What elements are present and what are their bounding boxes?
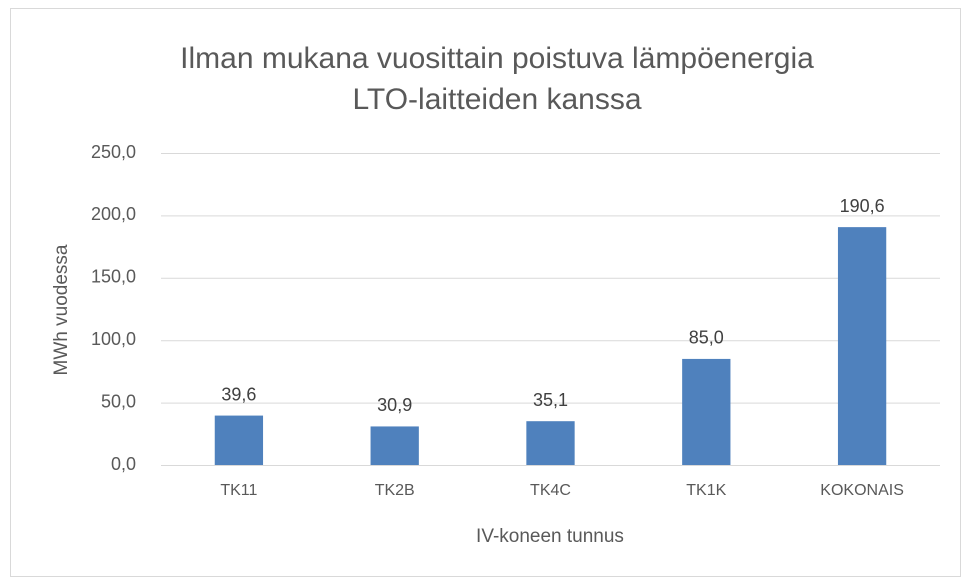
chart-frame — [10, 8, 961, 577]
chart-title: Ilman mukana vuosittain poistuva lämpöen… — [180, 42, 814, 75]
bar — [526, 421, 575, 465]
y-tick-label: 100,0 — [91, 329, 136, 349]
y-tick-label: 150,0 — [91, 267, 136, 287]
y-tick-label: 250,0 — [91, 142, 136, 162]
bar — [370, 426, 419, 465]
bar — [214, 415, 264, 465]
x-tick-label: TK4C — [530, 482, 571, 499]
bar — [682, 358, 731, 465]
y-axis-label: MWh vuodessa — [51, 244, 72, 375]
y-tick-label: 200,0 — [91, 204, 136, 224]
y-tick-label: 0,0 — [111, 454, 136, 474]
data-label: 190,6 — [840, 196, 885, 216]
bar — [837, 227, 887, 465]
x-tick-label: KOKONAIS — [820, 482, 904, 499]
y-tick-label: 50,0 — [101, 391, 136, 411]
x-axis-label: IV-koneen tunnus — [476, 526, 624, 547]
data-label: 39,6 — [221, 384, 256, 404]
data-label: 85,0 — [689, 328, 724, 348]
x-tick-label: TK1K — [686, 482, 726, 499]
chart-title: LTO-laitteiden kanssa — [352, 83, 641, 116]
x-tick-label: TK11 — [220, 482, 257, 499]
data-label: 35,1 — [533, 390, 568, 410]
x-tick-label: TK2B — [375, 482, 415, 499]
data-label: 30,9 — [377, 395, 412, 415]
